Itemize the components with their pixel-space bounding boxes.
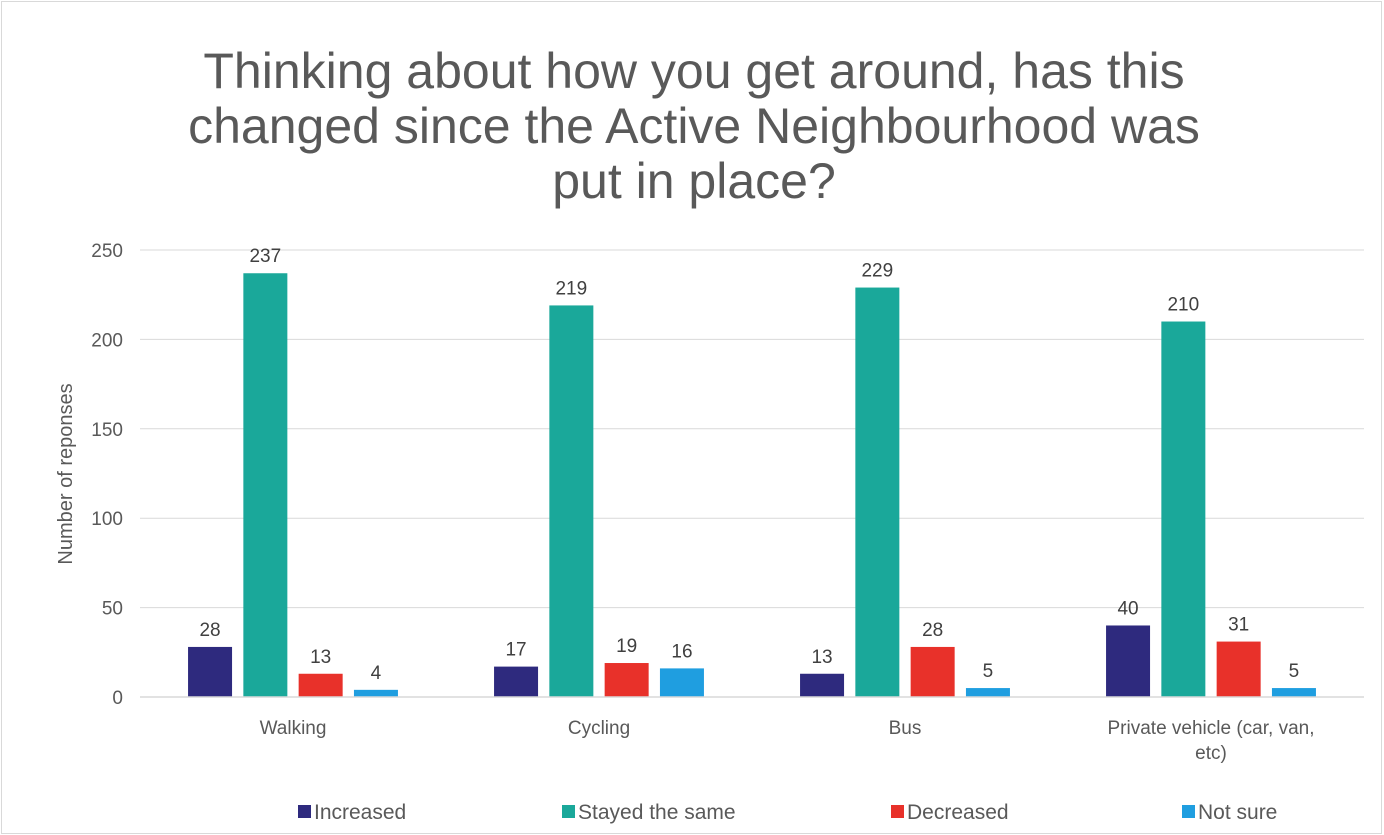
data-label-decreased-0: 13 — [310, 647, 331, 668]
y-tick-label-250: 250 — [91, 241, 123, 262]
x-category-label-3-line-2: etc) — [1195, 743, 1227, 764]
bar-stayed-the-same-1 — [549, 305, 594, 697]
bar-increased-1 — [494, 666, 539, 697]
chart-title-line-3: put in place? — [552, 153, 836, 209]
data-label-stayed-the-same-3: 210 — [1167, 295, 1199, 316]
y-tick-label-150: 150 — [91, 420, 123, 441]
bar-not-sure-1 — [659, 668, 704, 697]
legend-label-decreased: Decreased — [907, 801, 1009, 824]
data-label-not-sure-2: 5 — [983, 661, 994, 682]
bar-decreased-0 — [298, 673, 343, 697]
bars — [188, 273, 1316, 697]
bar-increased-2 — [800, 673, 845, 697]
bar-stayed-the-same-2 — [855, 287, 900, 697]
data-labels: 28 17 13 40 237 219 229 210 13 19 28 31 4 16 5 5 — [199, 246, 1299, 684]
data-label-stayed-the-same-0: 237 — [249, 246, 281, 267]
chart-title-line-2: changed since the Active Neighbourhood w… — [188, 98, 1200, 154]
y-tick-label-100: 100 — [91, 509, 123, 530]
legend-swatch-decreased — [891, 805, 904, 818]
data-label-not-sure-3: 5 — [1289, 661, 1300, 682]
bar-stayed-the-same-0 — [243, 273, 288, 697]
data-label-stayed-the-same-2: 229 — [861, 261, 893, 282]
x-category-label-0: Walking — [260, 718, 327, 739]
x-category-label-3-line-1: Private vehicle (car, van, — [1108, 718, 1315, 739]
x-category-label-2: Bus — [889, 718, 922, 739]
data-label-not-sure-1: 16 — [671, 641, 692, 662]
data-label-increased-3: 40 — [1117, 598, 1138, 619]
data-label-increased-1: 17 — [505, 640, 526, 661]
bar-not-sure-2 — [965, 688, 1010, 697]
x-axis-categories: Walking Cycling Bus Private vehicle (car, v… — [260, 718, 1315, 764]
legend-swatch-increased — [298, 805, 311, 818]
y-tick-label-50: 50 — [102, 599, 123, 620]
legend-label-increased: Increased — [314, 801, 406, 824]
x-category-label-1: Cycling — [568, 718, 630, 739]
bar-not-sure-0 — [353, 689, 398, 697]
bar-not-sure-3 — [1271, 688, 1316, 697]
data-label-increased-2: 13 — [811, 647, 832, 668]
legend-swatch-not-sure — [1182, 805, 1195, 818]
bar-increased-0 — [188, 646, 233, 697]
bar-decreased-3 — [1216, 641, 1261, 697]
legend-label-stayed-the-same: Stayed the same — [578, 801, 736, 824]
legend: Increased Stayed the same Decreased Not sur… — [298, 801, 1277, 824]
data-label-decreased-1: 19 — [616, 636, 637, 657]
chart-title: Thinking about how you get around, has t… — [188, 43, 1200, 209]
bar-stayed-the-same-3 — [1161, 321, 1206, 697]
data-label-increased-0: 28 — [199, 620, 220, 641]
legend-swatch-stayed-the-same — [562, 805, 575, 818]
data-label-decreased-2: 28 — [922, 620, 943, 641]
data-label-decreased-3: 31 — [1228, 615, 1249, 636]
y-tick-label-200: 200 — [91, 330, 123, 351]
gridlines — [140, 249, 1364, 609]
data-label-stayed-the-same-1: 219 — [555, 278, 587, 299]
y-axis-title: Number of reponses — [55, 383, 77, 564]
chart-title-line-1: Thinking about how you get around, has t… — [203, 43, 1184, 99]
bar-increased-3 — [1106, 625, 1151, 697]
data-label-not-sure-0: 4 — [371, 663, 382, 684]
bar-decreased-1 — [604, 663, 649, 697]
bar-decreased-2 — [910, 646, 955, 697]
y-axis-ticks: 0 50 100 150 200 250 — [91, 241, 123, 709]
y-tick-label-0: 0 — [112, 688, 123, 709]
legend-label-not-sure: Not sure — [1198, 801, 1277, 824]
